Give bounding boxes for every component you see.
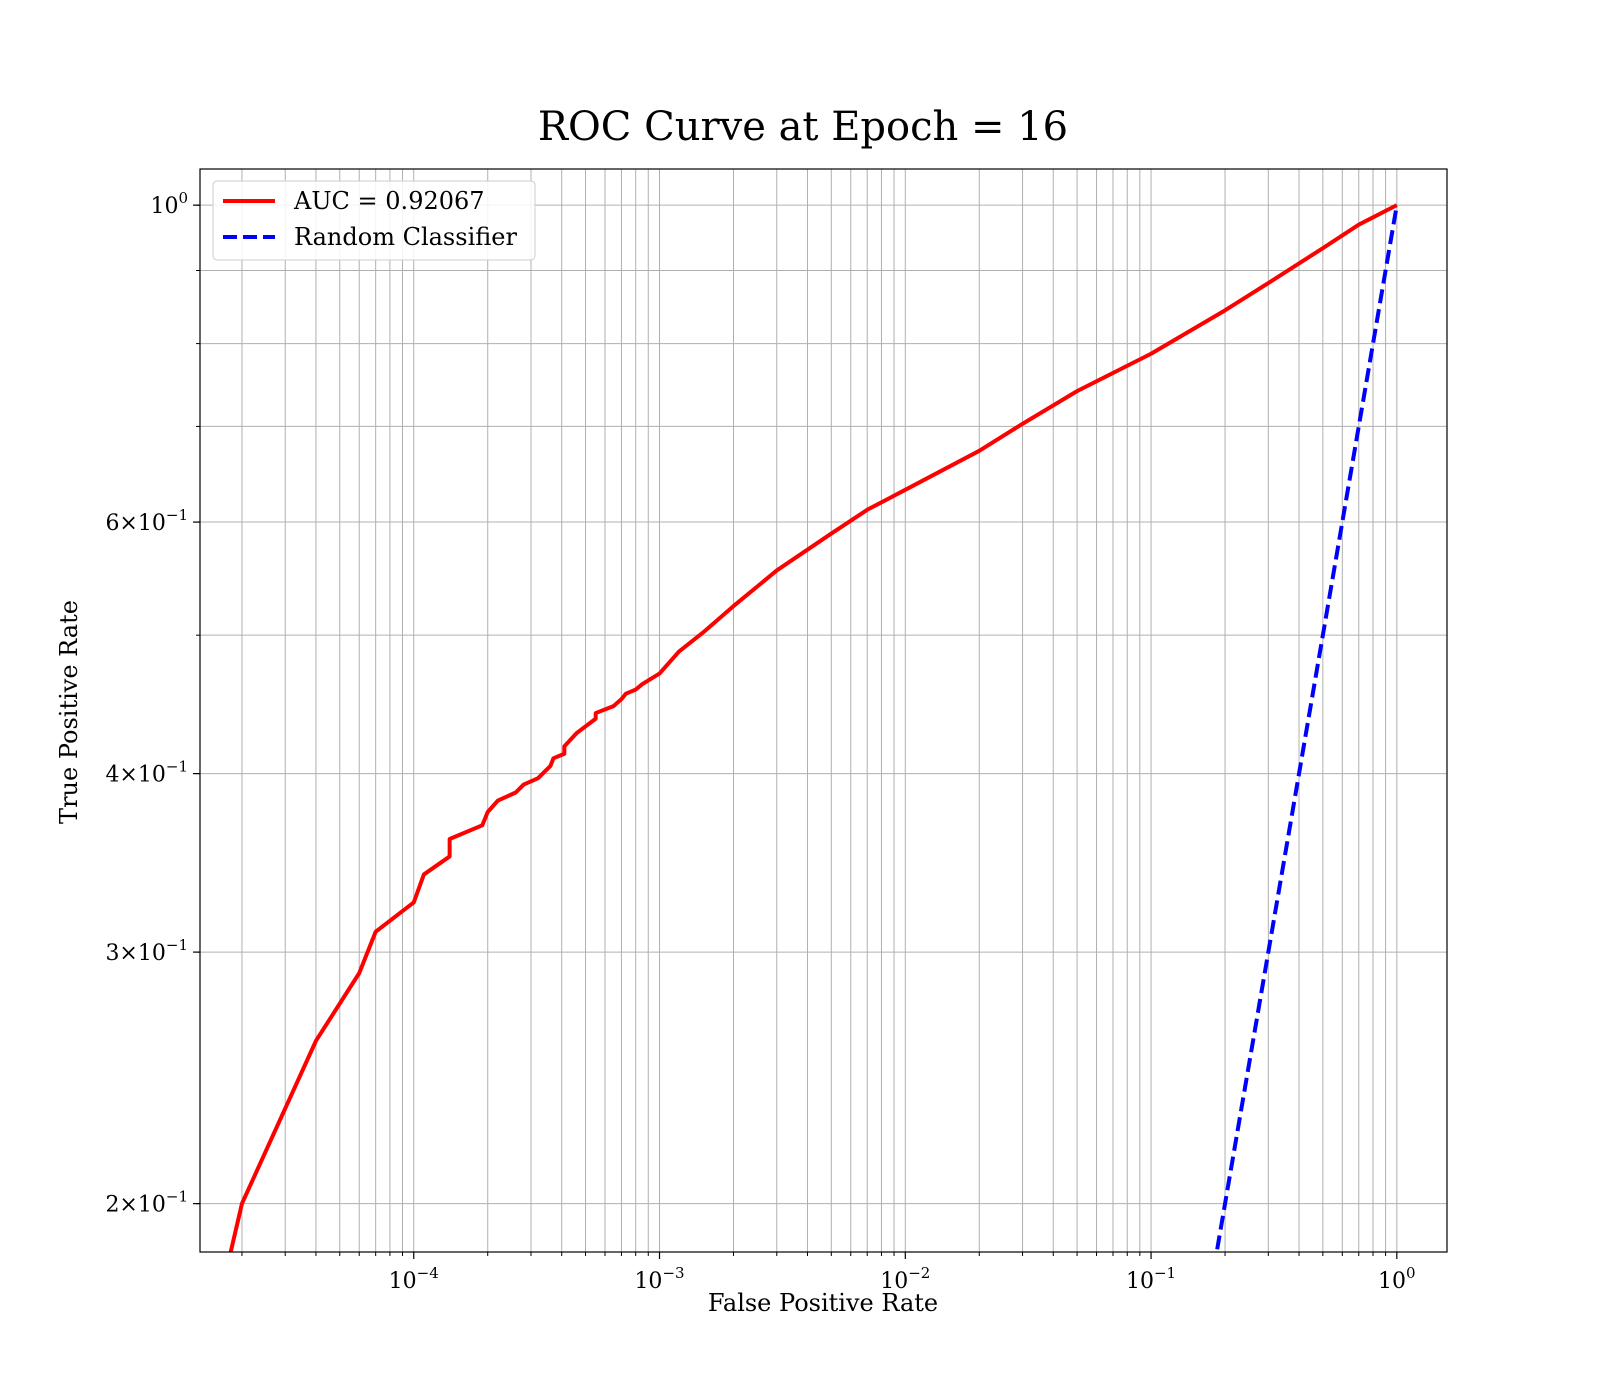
- chart-title: ROC Curve at Epoch = 16: [538, 104, 1068, 150]
- x-tick-label: 10−4: [389, 1264, 439, 1294]
- y-tick-label: 3×10−1: [105, 936, 188, 966]
- grid: [200, 169, 1447, 1252]
- series-layer: [228, 203, 1399, 1252]
- y-tick-label: 4×10−1: [105, 758, 188, 788]
- legend-label: Random Classifier: [294, 223, 517, 251]
- legend: AUC = 0.92067 Random Classifier: [212, 180, 536, 261]
- roc-curve-line: [228, 203, 1398, 1252]
- x-tick-label: 10−1: [1126, 1264, 1176, 1294]
- y-tick-label: 2×10−1: [105, 1188, 188, 1218]
- x-tick-label: 100: [1378, 1264, 1416, 1294]
- plot-frame: [199, 168, 1448, 1253]
- random-classifier-line: [1214, 204, 1399, 1252]
- x-tick-label: 10−3: [634, 1264, 684, 1294]
- y-axis-label: True Positive Rate: [55, 600, 83, 824]
- y-axis-ticks: 100 6×10−1 4×10−1 3×10−1 2×10−1: [105, 189, 200, 1218]
- y-tick-label: 100: [150, 189, 188, 219]
- x-axis-label: False Positive Rate: [708, 1289, 938, 1317]
- x-tick-label: 10−2: [880, 1264, 930, 1294]
- y-tick-label: 6×10−1: [105, 506, 188, 536]
- legend-label: AUC = 0.92067: [293, 187, 485, 215]
- legend-box: [212, 180, 536, 261]
- x-axis-ticks: 10−4 10−3 10−2 10−1 100: [241, 1252, 1416, 1294]
